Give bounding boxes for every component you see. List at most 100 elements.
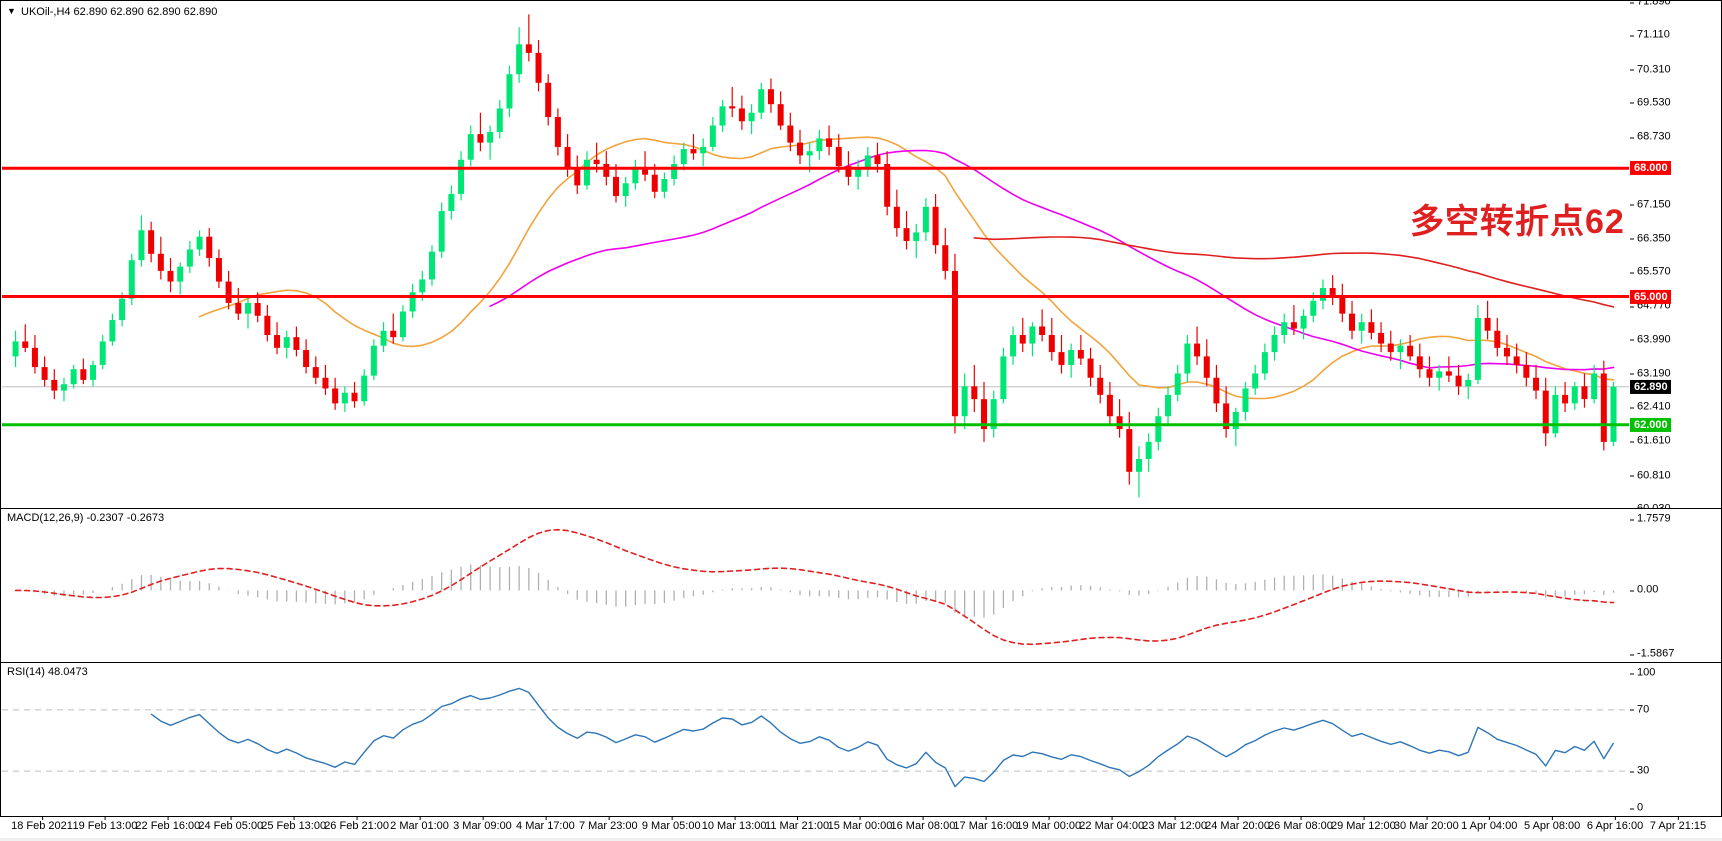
candle [215, 249, 222, 288]
candle [244, 296, 251, 329]
time-axis-tick: 29 Mar 12:00 [1330, 816, 1396, 832]
price-y-axis[interactable]: 71.890 71.110 70.310 69.530 68.730 67.150 66.3… [1630, 0, 1721, 514]
candle [1368, 309, 1375, 340]
candle [1300, 309, 1307, 340]
candle [893, 189, 900, 237]
candle [719, 99, 726, 132]
macd-axis-tick: -1.5867 [1630, 648, 1674, 660]
candle [564, 134, 571, 177]
candle [642, 151, 649, 182]
candle [680, 142, 687, 171]
candle [12, 330, 19, 368]
price-candlestick-svg [2, 14, 1629, 498]
time-axis-tick: 4 Mar 17:00 [516, 816, 575, 832]
rsi-axis-tick: 0 [1630, 802, 1643, 814]
price-plot-area[interactable] [2, 2, 1629, 509]
candle [293, 326, 300, 357]
time-axis[interactable]: 18 Feb 2021 19 Feb 13:00 22 Feb 16:00 24 Fe… [0, 816, 1722, 841]
price-axis-tick: 68.730 [1630, 131, 1671, 143]
candle [1319, 279, 1326, 310]
candle [932, 193, 939, 254]
candle [525, 14, 532, 62]
price-axis-tick: 66.350 [1630, 233, 1671, 244]
candle [1329, 275, 1336, 306]
candle [264, 305, 271, 342]
candle [1223, 386, 1230, 438]
candle [390, 313, 397, 344]
candle [487, 125, 494, 160]
time-axis-tick: 5 Apr 08:00 [1524, 816, 1581, 832]
rsi-plot-area[interactable] [2, 664, 1629, 817]
macd-axis-tick: 0.00 [1630, 584, 1658, 596]
candle [1174, 364, 1181, 402]
time-axis-tick: 19 Mar 00:00 [1016, 816, 1082, 832]
candle [312, 356, 319, 385]
candle [1407, 335, 1414, 361]
candle [971, 364, 978, 412]
candle [1000, 347, 1007, 404]
time-axis-tick: 16 Mar 08:00 [890, 816, 956, 832]
rsi-axis-tick: 30 [1630, 765, 1649, 777]
candle [1465, 373, 1472, 400]
rsi-axis-tick: 70 [1630, 704, 1649, 715]
macd-y-axis[interactable]: 1.7579 0.00 -1.5867 [1630, 509, 1721, 662]
candle [1068, 343, 1075, 378]
candle [1039, 309, 1046, 342]
candle [826, 125, 833, 156]
candle [399, 305, 406, 342]
candle [913, 223, 920, 259]
time-axis-tick: 10 Mar 13:00 [701, 816, 767, 832]
macd-svg [14, 528, 1615, 646]
candle [942, 228, 949, 280]
price-badge-red[interactable]: 68.000 [1630, 161, 1671, 176]
candle [1261, 343, 1268, 380]
price-axis-tick: 70.310 [1630, 64, 1671, 75]
candle [1194, 326, 1201, 365]
price-badge-red[interactable]: 65.000 [1630, 289, 1671, 304]
candle [758, 82, 765, 120]
candle [661, 172, 668, 199]
candle [738, 95, 745, 130]
price-axis-tick: 62.410 [1630, 401, 1671, 413]
macd-plot-area[interactable] [2, 510, 1629, 663]
candle [554, 108, 561, 156]
candle [1290, 305, 1297, 336]
candle [1416, 343, 1423, 378]
price-badge-black[interactable]: 62.890 [1630, 379, 1671, 394]
time-axis-tick: 1 Apr 04:00 [1461, 816, 1518, 832]
candle [1455, 364, 1462, 395]
time-axis-tick: 19 Feb 13:00 [72, 816, 138, 832]
candle [177, 262, 184, 295]
price-badge-green[interactable]: 62.000 [1630, 417, 1671, 432]
time-axis-tick: 9 Mar 05:00 [641, 816, 701, 832]
rsi-y-axis[interactable]: 100 70 30 0 [1630, 663, 1721, 816]
rsi-indicator-label: RSI(14) 48.0473 [7, 666, 88, 678]
candle [22, 324, 29, 353]
collapse-caret-icon[interactable]: ▼ [7, 6, 16, 16]
candle [1339, 283, 1346, 323]
candle [1077, 335, 1084, 365]
candle [1397, 339, 1404, 370]
candle [351, 382, 358, 408]
candle [70, 364, 77, 389]
candle [80, 358, 87, 385]
candle [448, 185, 455, 220]
candle [60, 377, 67, 402]
candle [1048, 317, 1055, 361]
macd-indicator-label: MACD(12,26,9) -0.2307 -0.2673 [7, 512, 165, 524]
candle [428, 245, 435, 286]
candle [1058, 335, 1065, 374]
price-axis-tick: 67.150 [1630, 199, 1671, 210]
candle [496, 99, 503, 139]
candle [1358, 313, 1365, 344]
candle [31, 335, 38, 374]
candle [583, 151, 590, 190]
candle [1203, 339, 1210, 387]
candle [1126, 411, 1133, 485]
candle [235, 287, 242, 321]
candle [816, 129, 823, 160]
candle [535, 40, 542, 92]
candle [41, 356, 48, 387]
candle [1349, 300, 1356, 340]
